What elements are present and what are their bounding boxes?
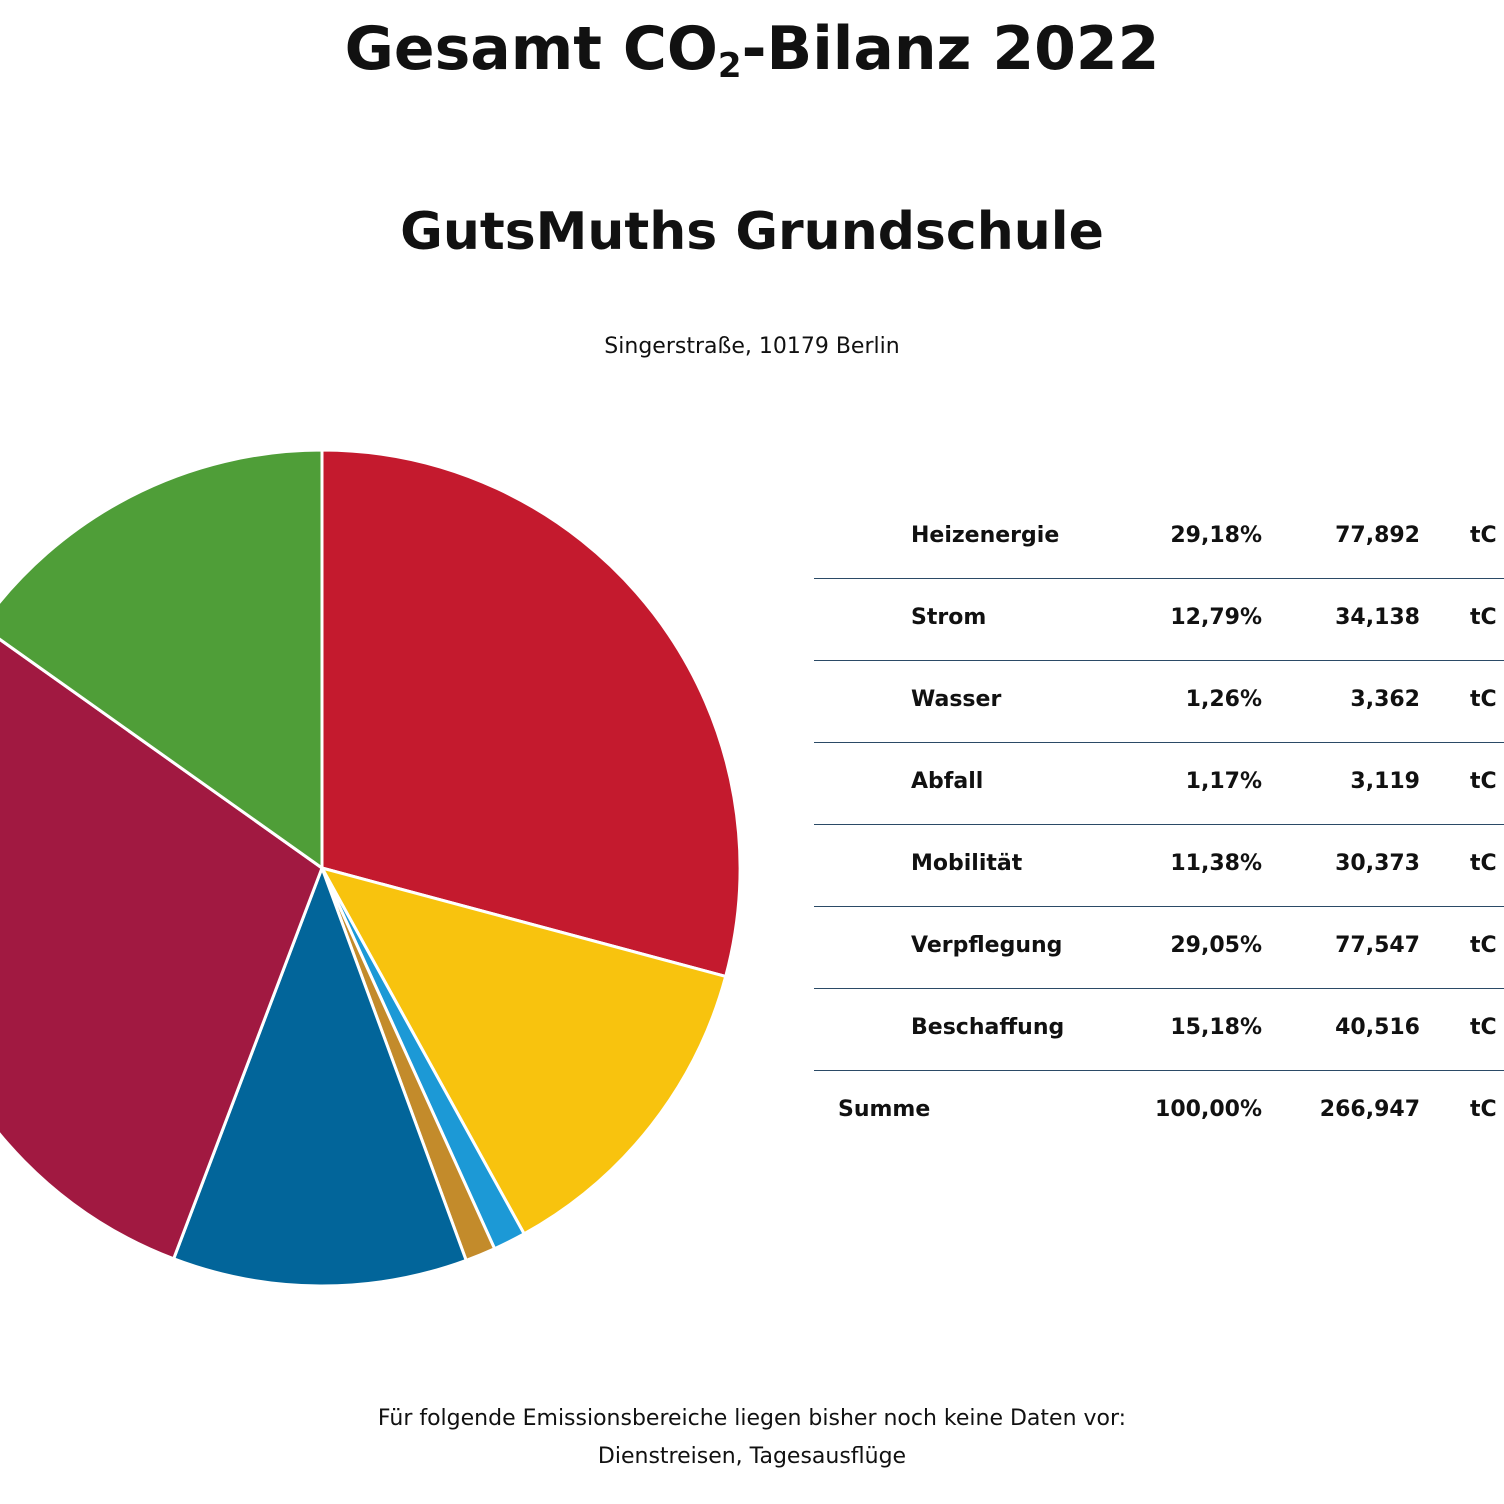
sum-unit: tC	[1470, 1097, 1497, 1122]
pie-slice-strom	[320, 866, 728, 1236]
table-row: Heizenergie 29,18% 77,892 tC	[814, 497, 1504, 579]
row-value: 30,373	[1335, 851, 1420, 876]
emissions-table: Heizenergie 29,18% 77,892 tC Strom 12,79…	[814, 497, 1504, 1153]
row-percent: 15,18%	[1170, 1015, 1262, 1040]
row-value: 3,119	[1350, 769, 1420, 794]
row-value: 40,516	[1335, 1015, 1420, 1040]
table-row: Beschaffung 15,18% 40,516 tC	[814, 989, 1504, 1071]
school-address: Singerstraße, 10179 Berlin	[604, 334, 900, 359]
table-row: Strom 12,79% 34,138 tC	[814, 579, 1504, 661]
row-value: 34,138	[1335, 605, 1420, 630]
row-unit: tC	[1470, 687, 1497, 712]
pie-slice-mobilitaet	[172, 866, 468, 1288]
row-value: 77,547	[1335, 933, 1420, 958]
row-category: Mobilität	[911, 851, 1023, 876]
row-category: Heizenergie	[911, 523, 1060, 548]
row-category: Verpflegung	[911, 933, 1063, 958]
pie-slice-verpflegung	[0, 637, 324, 1261]
chart-title: Gesamt CO2-Bilanz 2022	[0, 14, 1504, 86]
sum-value: 266,947	[1319, 1097, 1420, 1122]
row-unit: tC	[1470, 523, 1497, 548]
row-percent: 1,26%	[1185, 687, 1262, 712]
school-name: GutsMuths Grundschule	[400, 202, 1104, 262]
sum-label: Summe	[838, 1097, 931, 1122]
missing-data-note: Für folgende Emissionsbereiche liegen bi…	[0, 1400, 1504, 1476]
row-value: 77,892	[1335, 523, 1420, 548]
row-unit: tC	[1470, 1015, 1497, 1040]
table-row: Verpflegung 29,05% 77,547 tC	[814, 907, 1504, 989]
row-percent: 29,18%	[1170, 523, 1262, 548]
row-category: Abfall	[911, 769, 984, 794]
row-unit: tC	[1470, 933, 1497, 958]
row-percent: 11,38%	[1170, 851, 1262, 876]
row-percent: 29,05%	[1170, 933, 1262, 958]
table-row: Abfall 1,17% 3,119 tC	[814, 743, 1504, 825]
row-category: Wasser	[911, 687, 1002, 712]
table-row: Mobilität 11,38% 30,373 tC	[814, 825, 1504, 907]
missing-data-line-1: Für folgende Emissionsbereiche liegen bi…	[377, 1406, 1127, 1431]
row-value: 3,362	[1350, 687, 1420, 712]
pie-slice-heizenergie	[320, 448, 742, 978]
row-percent: 1,17%	[1185, 769, 1262, 794]
row-unit: tC	[1470, 851, 1497, 876]
row-unit: tC	[1470, 769, 1497, 794]
sum-percent: 100,00%	[1155, 1097, 1262, 1122]
title-prefix: Gesamt CO	[344, 14, 718, 84]
title-subscript: 2	[717, 46, 742, 86]
row-category: Strom	[911, 605, 987, 630]
pie-slice-beschaffung	[0, 448, 324, 870]
table-row: Wasser 1,26% 3,362 tC	[814, 661, 1504, 743]
row-percent: 12,79%	[1170, 605, 1262, 630]
table-sum-row: Summe 100,00% 266,947 tC	[814, 1071, 1504, 1153]
title-suffix: -Bilanz 2022	[741, 14, 1160, 84]
missing-data-line-2: Dienstreisen, Tagesausflüge	[597, 1444, 907, 1469]
row-category: Beschaffung	[911, 1015, 1065, 1040]
row-unit: tC	[1470, 605, 1497, 630]
